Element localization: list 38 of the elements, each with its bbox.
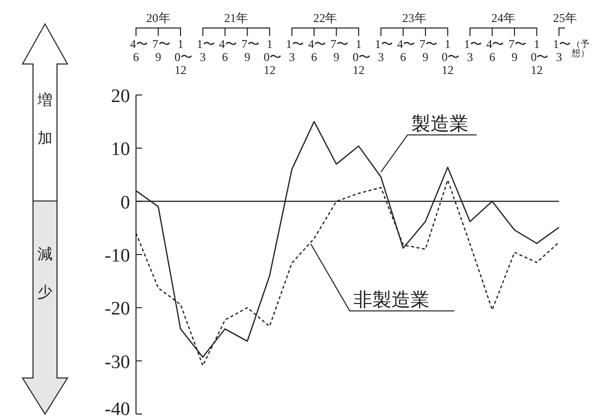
x-tick-label: 10〜12 bbox=[352, 37, 371, 77]
text: 製造業 bbox=[412, 114, 469, 135]
x-tick-label: 4〜6 bbox=[397, 37, 416, 64]
text: 23年 bbox=[402, 11, 426, 25]
y-tick-label: -40 bbox=[104, 399, 130, 419]
x-tick-label: 7〜9 bbox=[330, 37, 348, 64]
text: 増加 bbox=[38, 93, 52, 147]
x-tick-label: 1〜3 bbox=[286, 37, 304, 64]
x-tick-label: 1〜3 bbox=[374, 37, 393, 64]
x-tick-label: 7〜9 bbox=[508, 37, 526, 64]
text: 20年 bbox=[146, 11, 170, 25]
text: 22年 bbox=[313, 11, 338, 25]
y-tick-label: 20 bbox=[111, 86, 130, 107]
y-tick-label: 0 bbox=[120, 192, 130, 214]
x-tick-label: 7〜9 bbox=[419, 37, 438, 64]
x-tick-label: 1〜3 bbox=[196, 37, 215, 64]
y-tick-label: -20 bbox=[104, 298, 130, 320]
text: 24年 bbox=[491, 11, 516, 25]
x-tick-label: 1〜3 bbox=[553, 37, 571, 64]
y-tick-label: 10 bbox=[111, 139, 130, 160]
x-tick-label: 10〜12 bbox=[442, 37, 460, 77]
text: 25年 bbox=[553, 11, 577, 25]
x-tick-label: 10〜12 bbox=[174, 37, 193, 77]
x-tick-label: 1〜3 bbox=[464, 37, 482, 64]
x-tick-label: 10〜12 bbox=[530, 37, 549, 77]
text: （予想） bbox=[572, 39, 590, 58]
x-tick-label: 7〜9 bbox=[152, 37, 170, 64]
y-tick-label: -10 bbox=[104, 246, 130, 266]
x-tick-label: 4〜6 bbox=[130, 37, 148, 64]
x-tick-label: 4〜6 bbox=[486, 37, 504, 64]
text: 非製造業 bbox=[354, 290, 430, 311]
x-tick-label: 10〜12 bbox=[264, 37, 282, 77]
x-tick-label: 4〜6 bbox=[219, 37, 238, 64]
text: 21年 bbox=[224, 11, 248, 25]
text: 減少 bbox=[38, 247, 52, 301]
y-tick-label: -30 bbox=[104, 352, 130, 373]
x-tick-label: 4〜6 bbox=[308, 37, 326, 64]
x-tick-label: 7〜9 bbox=[241, 37, 260, 64]
